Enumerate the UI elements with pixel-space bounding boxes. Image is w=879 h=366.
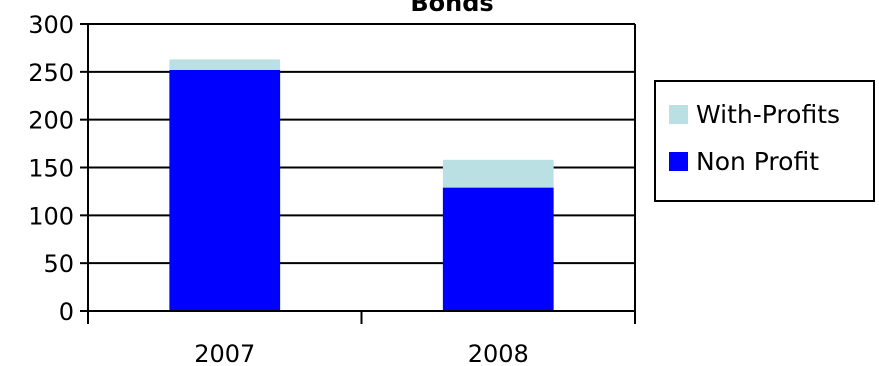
bar-with-profits-2007	[169, 59, 281, 70]
legend: With-Profits Non Profit	[654, 80, 875, 202]
legend-swatch-with-profits	[669, 105, 688, 124]
legend-label-non-profit: Non Profit	[696, 147, 819, 176]
bar-with-profits-2008	[442, 159, 554, 188]
y-tick-label-300: 300	[28, 11, 74, 39]
y-tick-label-200: 200	[28, 107, 74, 135]
legend-swatch-non-profit	[669, 152, 688, 171]
bar-non-profit-2008	[442, 187, 554, 311]
y-axis-ticks: 0 50 100 150 200 250 300	[28, 11, 74, 326]
y-tick-label-150: 150	[28, 155, 74, 183]
chart-title: Bonds	[410, 0, 493, 17]
x-tick-label-2007: 2007	[194, 340, 255, 366]
legend-box	[654, 80, 875, 202]
y-tick-label-250: 250	[28, 59, 74, 87]
bars	[169, 59, 554, 311]
y-tick-label-0: 0	[59, 298, 74, 326]
bar-non-profit-2007	[169, 69, 281, 311]
x-axis-ticks: 2007 2008	[194, 340, 529, 366]
x-tick-label-2008: 2008	[468, 340, 529, 366]
axes	[80, 23, 636, 324]
y-tick-label-50: 50	[43, 250, 74, 278]
legend-label-with-profits: With-Profits	[696, 100, 840, 129]
y-tick-label-100: 100	[28, 202, 74, 230]
